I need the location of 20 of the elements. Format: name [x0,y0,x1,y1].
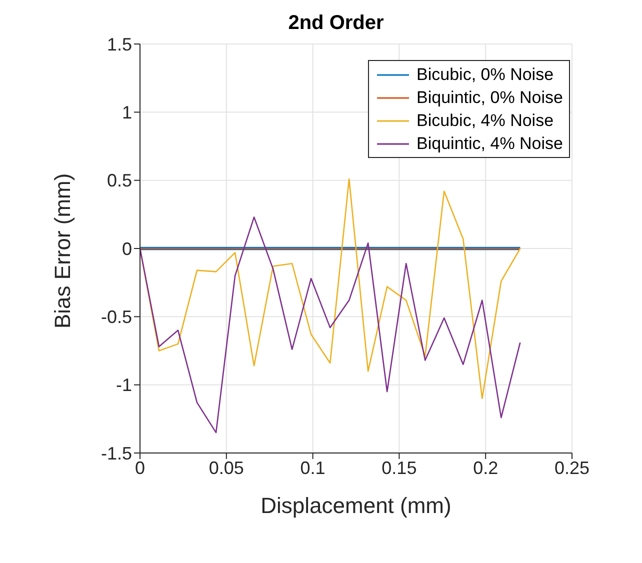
y-tick-label: 1.5 [106,34,132,54]
x-tick-label: 0.1 [300,458,326,478]
y-tick-label: -1 [116,375,132,396]
x-tick-label: 0 [134,458,146,478]
y-axis-title: Bias Error (mm) [50,173,75,328]
y-tick-label: 0.5 [106,170,132,191]
y-tick-label: 1 [122,102,132,123]
x-axis-title: Displacement (mm) [260,493,452,518]
legend-label: Biquintic, 0% Noise [416,87,563,109]
legend-label: Bicubic, 0% Noise [416,64,554,86]
legend-label: Biquintic, 4% Noise [416,133,563,155]
x-tick-label: 0.05 [208,458,244,478]
x-tick-label: 0.2 [473,458,498,478]
y-tick-label: 0 [122,238,132,259]
x-tick-label: 0.25 [554,458,590,478]
y-tick-label: -1.5 [100,443,132,464]
y-tick-label: -0.5 [100,307,132,328]
legend-label: Bicubic, 4% Noise [416,110,554,132]
x-tick-label: 0.15 [382,458,417,478]
chart-title: 2nd Order [287,12,385,35]
